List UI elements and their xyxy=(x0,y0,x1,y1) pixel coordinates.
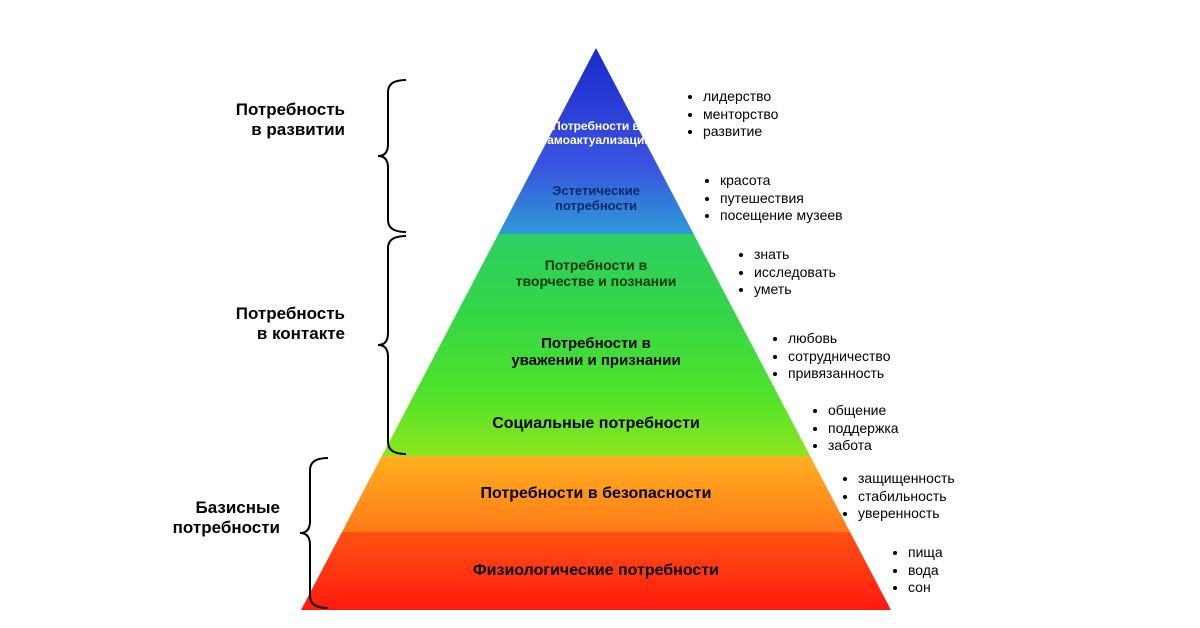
pyramid-level-label-0: Потребности в самоактуализации xyxy=(540,120,651,148)
group-brace-2 xyxy=(300,458,328,608)
bullet-list-3: любовьсотрудничествопривязанность xyxy=(770,330,891,383)
bullet-item: любовь xyxy=(788,330,891,348)
bullet-list-4: общениеподдержказабота xyxy=(810,402,899,455)
bullet-item: развитие xyxy=(703,123,778,141)
pyramid-level-label-3: Потребности в уважении и признании xyxy=(511,335,680,370)
bullet-item: привязанность xyxy=(788,365,891,383)
bullet-item: путешествия xyxy=(720,190,843,208)
bullet-item: пища xyxy=(908,544,943,562)
bullet-item: лидерство xyxy=(703,88,778,106)
bullet-item: общение xyxy=(828,402,899,420)
bullet-item: посещение музеев xyxy=(720,207,843,225)
group-brace-0 xyxy=(378,80,406,232)
bullet-item: исследовать xyxy=(754,264,836,282)
bullet-item: уметь xyxy=(754,281,836,299)
bullet-item: менторство xyxy=(703,106,778,124)
bullet-item: уверенность xyxy=(858,505,955,523)
group-label-1: Потребность в контакте xyxy=(236,304,345,345)
bullet-item: сон xyxy=(908,579,943,597)
bullet-list-5: защищенностьстабильностьуверенность xyxy=(840,470,955,523)
pyramid-level-label-6: Физиологические потребности xyxy=(473,562,719,580)
pyramid-level-label-5: Потребности в безопасности xyxy=(481,485,712,503)
bullet-item: поддержка xyxy=(828,420,899,438)
bullet-item: вода xyxy=(908,562,943,580)
pyramid-level-label-4: Социальные потребности xyxy=(492,415,700,433)
bullet-item: стабильность xyxy=(858,488,955,506)
bullet-item: защищенность xyxy=(858,470,955,488)
bullet-item: сотрудничество xyxy=(788,348,891,366)
bullet-list-1: красотапутешествияпосещение музеев xyxy=(702,172,843,225)
bullet-item: забота xyxy=(828,437,899,455)
bullet-list-2: знатьисследоватьуметь xyxy=(736,246,836,299)
bullet-item: красота xyxy=(720,172,843,190)
group-label-2: Базисные потребности xyxy=(173,498,280,539)
bullet-list-6: пищаводасон xyxy=(890,544,943,597)
maslow-pyramid-diagram: Потребности в самоактуализации Эстетическ… xyxy=(0,0,1200,628)
pyramid-level-label-2: Потребности в творчестве и познании xyxy=(516,257,677,289)
bullet-list-0: лидерствоменторстворазвитие xyxy=(685,88,778,141)
pyramid-level-label-1: Эстетические потребности xyxy=(552,184,640,214)
bullet-item: знать xyxy=(754,246,836,264)
group-brace-1 xyxy=(378,236,406,454)
group-label-0: Потребность в развитии xyxy=(236,100,345,141)
